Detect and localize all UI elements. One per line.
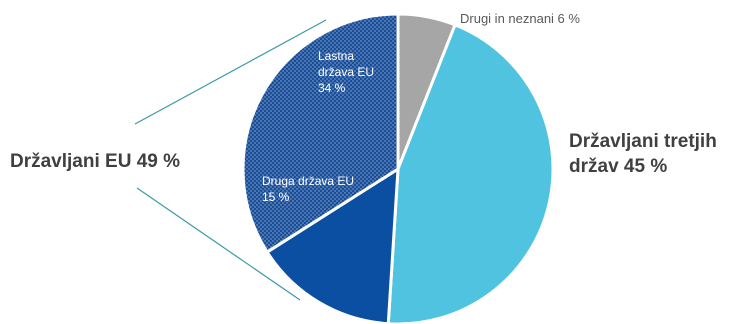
eu-group-label: Državljani EU 49 % [10, 151, 180, 172]
slice-label-other-eu-line2: 15 % [262, 190, 290, 204]
eu-group-bracket-top [134, 19, 327, 125]
slice-label-own-eu-line1: Lastna [318, 49, 354, 63]
eu-group-bracket-bottom [136, 187, 301, 301]
slice-label-third-country-line2: držav 45 % [569, 156, 667, 177]
slice-label-other: Drugi in neznani 6 % [460, 11, 580, 26]
slice-own-eu [241, 12, 400, 254]
slice-label-other-eu: Druga država EU 15 % [262, 174, 357, 204]
slice-label-own-eu-line3: 34 % [318, 81, 346, 95]
slice-other-eu [265, 167, 400, 324]
slice-label-own-eu: Lastna država EU 34 % [318, 49, 377, 95]
slice-label-own-eu-line2: država EU [318, 65, 374, 79]
slice-label-third-country-line1: Državljani tretjih [569, 131, 717, 152]
slice-label-other-eu-line1: Druga država EU [262, 174, 354, 188]
slice-label-third-country: Državljani tretjih držav 45 % [569, 131, 722, 177]
slice-third-country [386, 23, 555, 324]
